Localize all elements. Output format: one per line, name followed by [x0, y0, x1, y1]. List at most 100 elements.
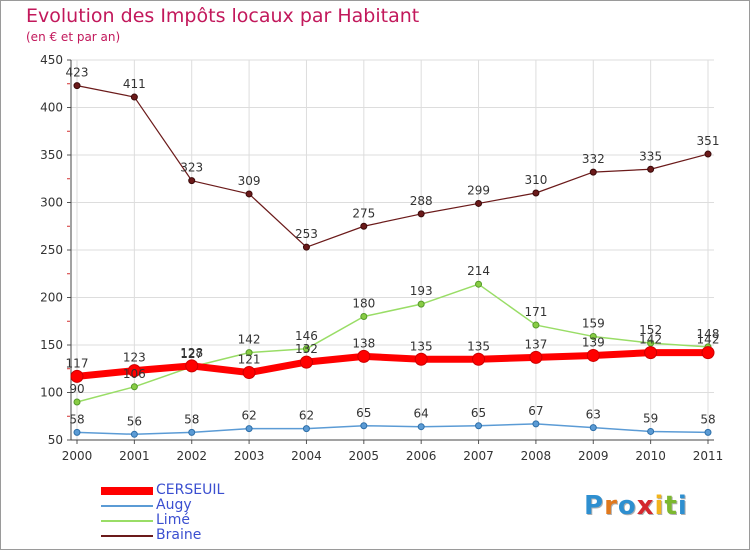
data-label-braine: 423: [66, 66, 89, 80]
data-point-braine: [647, 165, 655, 173]
data-label-lime: 146: [295, 329, 318, 343]
data-point-augy: [360, 422, 368, 430]
logo-letter: x: [636, 491, 655, 521]
data-label-lime: 148: [697, 327, 720, 341]
series-line-cerseuil: [73, 349, 712, 380]
y-tick-label: 100: [40, 386, 63, 400]
data-point-braine: [245, 190, 253, 198]
data-point-braine: [188, 177, 196, 185]
data-label-augy: 62: [241, 409, 256, 423]
data-label-braine: 253: [295, 227, 318, 241]
data-label-cerseuil: 132: [295, 342, 318, 356]
data-point-augy: [704, 428, 712, 436]
data-label-cerseuil: 135: [467, 339, 490, 353]
data-label-braine: 275: [352, 206, 375, 220]
data-label-cerseuil: 135: [410, 339, 433, 353]
x-tick-label: 2000: [62, 449, 93, 463]
legend-label-braine: Braine: [156, 527, 202, 543]
data-point-cerseuil: [414, 352, 428, 366]
data-point-braine: [360, 222, 368, 230]
chart-title: Evolution des Impôts locaux par Habitant: [26, 5, 420, 27]
data-point-braine: [73, 82, 81, 90]
data-point-cerseuil: [472, 352, 486, 366]
logo-letter: P: [584, 491, 605, 521]
x-tick-label: 2011: [693, 449, 724, 463]
data-point-augy: [532, 420, 540, 428]
data-label-braine: 288: [410, 194, 433, 208]
data-label-braine: 351: [697, 134, 720, 148]
y-tick-label: 450: [40, 53, 63, 67]
data-label-braine: 411: [123, 77, 146, 91]
data-point-cerseuil: [127, 364, 141, 378]
legend-item-lime: Limé: [101, 512, 301, 529]
data-point-braine: [532, 189, 540, 197]
data-point-braine: [704, 150, 712, 158]
data-label-augy: 67: [528, 404, 543, 418]
legend-label-augy: Augy: [156, 497, 192, 513]
data-label-lime: 152: [639, 323, 662, 337]
y-tick-label: 50: [48, 433, 63, 447]
data-label-augy: 64: [414, 407, 429, 421]
data-label-augy: 65: [471, 406, 486, 420]
x-tick-label: 2009: [578, 449, 609, 463]
series-line-augy: [76, 423, 709, 436]
data-point-lime: [532, 321, 540, 329]
data-point-lime: [589, 332, 597, 340]
data-point-cerseuil: [701, 346, 715, 360]
data-label-lime: 171: [524, 305, 547, 319]
data-label-braine: 299: [467, 183, 490, 197]
data-label-augy: 58: [69, 412, 84, 426]
data-point-augy: [130, 430, 138, 438]
data-point-braine: [589, 168, 597, 176]
data-point-cerseuil: [70, 369, 84, 383]
data-point-lime: [360, 313, 368, 320]
data-point-lime: [475, 280, 483, 288]
y-tick-label: 300: [40, 196, 63, 210]
legend: CERSEUIL Augy Limé Braine: [101, 482, 301, 544]
series-line-braine: [76, 85, 709, 248]
legend-label-lime: Limé: [156, 512, 190, 528]
x-tick-label: 2002: [176, 449, 207, 463]
x-tick-label: 2010: [635, 449, 666, 463]
data-label-lime: 90: [69, 382, 84, 396]
data-point-cerseuil: [299, 355, 313, 369]
data-point-lime: [245, 349, 253, 357]
data-point-augy: [188, 428, 196, 436]
data-label-cerseuil: 142: [697, 333, 720, 347]
data-point-augy: [302, 425, 310, 433]
data-point-augy: [647, 427, 655, 435]
data-point-lime: [302, 345, 310, 353]
x-tick-label: 2008: [521, 449, 552, 463]
legend-item-augy: Augy: [101, 497, 301, 514]
logo-letter: r: [604, 491, 618, 521]
data-label-lime: 180: [352, 297, 375, 311]
legend-label-cerseuil: CERSEUIL: [156, 482, 225, 498]
data-label-cerseuil: 117: [66, 356, 89, 370]
x-tick-label: 2006: [406, 449, 437, 463]
data-point-cerseuil: [242, 366, 256, 380]
data-label-cerseuil: 139: [582, 335, 605, 349]
data-label-braine: 332: [582, 152, 605, 166]
data-point-braine: [475, 199, 483, 207]
legend-item-braine: Braine: [101, 527, 301, 544]
data-label-cerseuil: 137: [524, 337, 547, 351]
data-point-cerseuil: [586, 348, 600, 362]
data-point-augy: [589, 424, 597, 432]
legend-swatch-cerseuil: [101, 487, 153, 495]
y-tick-label: 250: [40, 243, 63, 257]
data-point-cerseuil: [644, 346, 658, 360]
data-label-cerseuil: 128: [180, 346, 203, 360]
y-tick-label: 200: [40, 291, 63, 305]
data-label-cerseuil: 121: [238, 353, 261, 367]
data-point-augy: [475, 422, 483, 430]
legend-swatch-braine: [101, 535, 153, 537]
data-point-braine: [302, 243, 310, 251]
logo-letter: i: [654, 491, 665, 521]
x-tick-label: 2005: [349, 449, 380, 463]
logo-letter: o: [617, 491, 637, 521]
data-label-lime: 142: [238, 333, 261, 347]
x-tick-label: 2007: [463, 449, 494, 463]
legend-item-cerseuil: CERSEUIL: [101, 482, 301, 499]
